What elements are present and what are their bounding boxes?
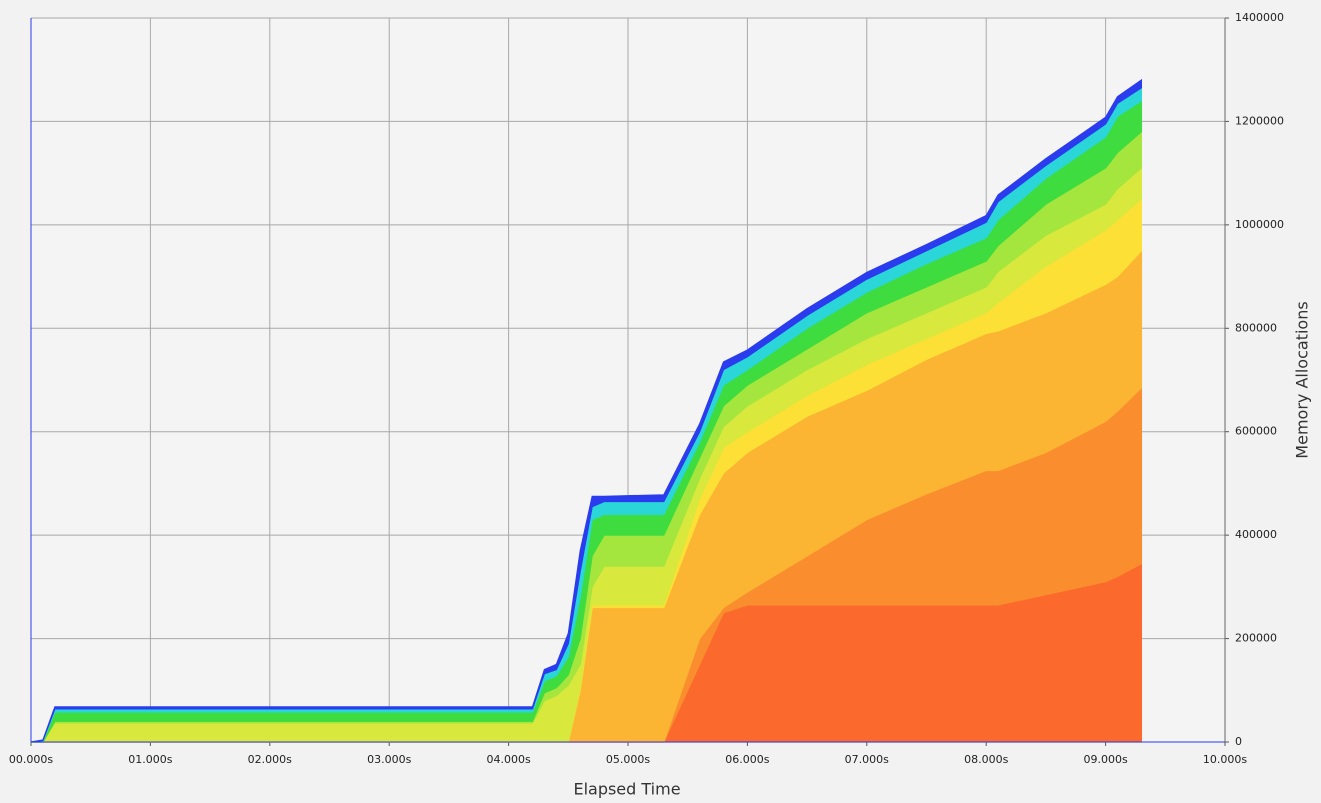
y-tick-label: 800000 [1235, 321, 1277, 334]
x-axis-title: Elapsed Time [573, 780, 680, 799]
x-tick-label: 06.000s [725, 753, 769, 766]
x-tick-label: 02.000s [248, 753, 292, 766]
x-tick-label: 01.000s [128, 753, 172, 766]
x-tick-label: 07.000s [845, 753, 889, 766]
x-tick-label: 00.000s [9, 753, 53, 766]
y-tick-label: 600000 [1235, 425, 1277, 438]
y-tick-label: 0 [1235, 735, 1242, 748]
x-tick-label: 08.000s [964, 753, 1008, 766]
y-axis-title: Memory Allocations [1293, 301, 1312, 458]
y-tick-label: 1200000 [1235, 114, 1284, 127]
x-tick-label: 04.000s [486, 753, 530, 766]
x-tick-label: 05.000s [606, 753, 650, 766]
y-tick-label: 1000000 [1235, 218, 1284, 231]
x-tick-label: 10.000s [1203, 753, 1247, 766]
x-tick-label: 03.000s [367, 753, 411, 766]
area [30, 78, 1143, 743]
y-tick-label: 400000 [1235, 528, 1277, 541]
y-tick-label: 200000 [1235, 632, 1277, 645]
x-tick-label: 09.000s [1083, 753, 1127, 766]
y-tick-label: 1400000 [1235, 11, 1284, 24]
